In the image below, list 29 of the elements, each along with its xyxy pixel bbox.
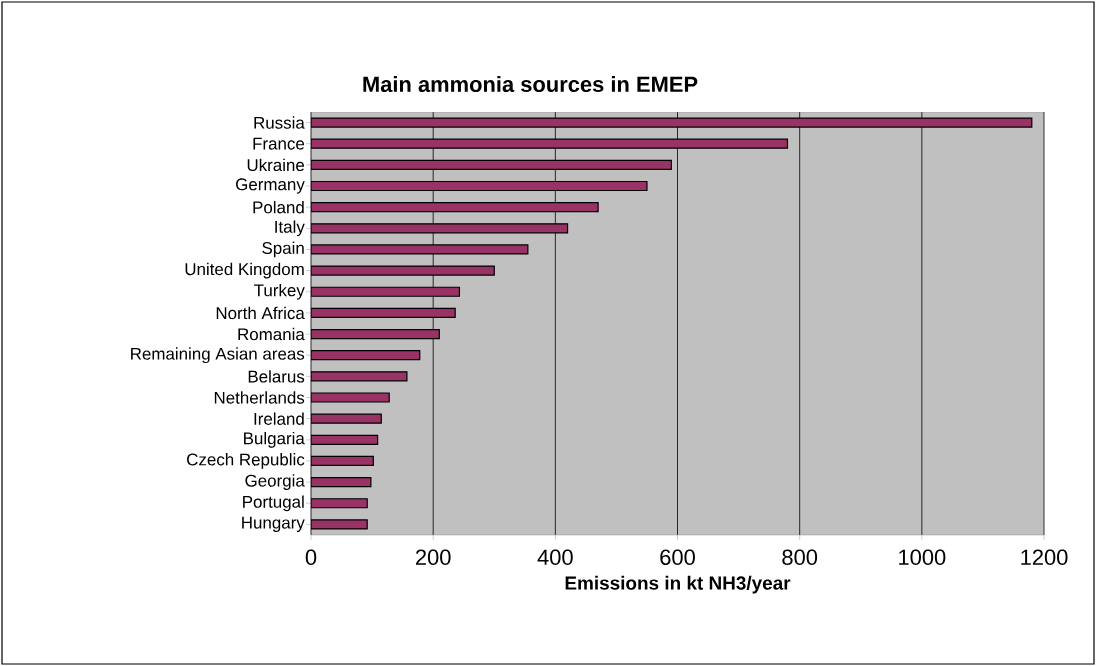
y-tick-label: France [253,137,305,150]
x-tick-label: 800 [782,549,818,566]
x-tick-label: 1000 [899,549,946,566]
x-tick-label: 0 [305,549,317,566]
y-tick-label: Georgia [245,474,305,491]
y-tick-label: Russia [254,116,305,129]
x-tick-label: 1200 [1021,549,1068,566]
y-tick-label: Romania [238,327,305,341]
x-axis-title: Emissions in kt NH3/year [565,575,791,594]
y-tick-label: Hungary [242,516,305,532]
chart-title: Main ammonia sources in EMEP [363,75,698,93]
y-tick-label: North Africa [216,306,305,320]
y-tick-label: Czech Republic [187,453,305,469]
y-tick-label: Bulgaria [244,431,305,448]
y-tick-label: Italy [275,220,305,237]
y-tick-label: Portugal [243,495,304,512]
y-tick-label: Belarus [248,370,305,383]
x-tick-label: 600 [660,549,695,566]
y-tick-label: Spain [262,241,304,258]
x-tick-label: 400 [537,549,573,566]
y-tick-label: Netherlands [214,391,305,404]
y-tick-label: Ukraine [247,158,305,172]
x-tick-label: 200 [416,549,451,566]
y-tick-label: Turkey [254,283,305,300]
y-tick-label: United Kingdom [185,262,304,279]
y-tick-label: Remaining Asian areas [131,347,305,364]
y-tick-label: Poland [253,200,304,214]
y-tick-label: Germany [236,178,305,194]
y-tick-label: Ireland [254,412,304,425]
